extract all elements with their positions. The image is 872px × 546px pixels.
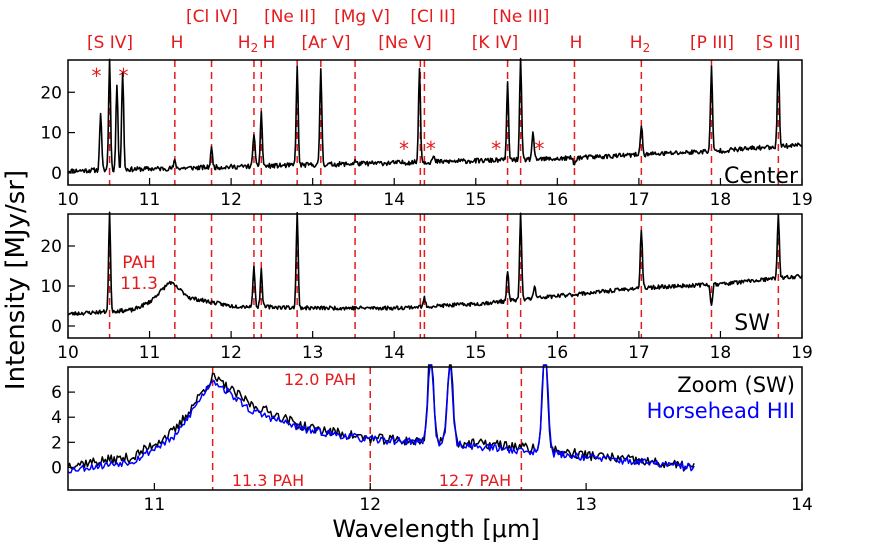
panel-center: [S IV] H [Cl IV] H2 [Ne II] H [Ar V] [Mg… xyxy=(40,7,812,210)
y-tick-label: 20 xyxy=(40,83,62,103)
x-tick-label: 19 xyxy=(791,343,813,363)
contamination-star: * xyxy=(534,137,544,161)
y-axis-label: Intensity [MJy/sr] xyxy=(1,170,31,390)
legend-zoom-sw: Zoom (SW) xyxy=(677,373,795,397)
pah-label-12-7: 12.7 PAH xyxy=(439,471,511,490)
line-label-h-3: H xyxy=(570,33,583,53)
contamination-star: * xyxy=(399,137,409,161)
pah-annotation-line2: 11.3 xyxy=(120,274,158,294)
line-label-s-iii: [S III] xyxy=(756,33,801,53)
ticks-zoom: 11 12 13 14 0 2 4 6 xyxy=(51,383,813,515)
y-tick-label: 2 xyxy=(51,433,62,453)
line-label-h-2: H xyxy=(263,33,276,53)
panel-label-sw: SW xyxy=(734,311,770,336)
x-tick-label: 19 xyxy=(791,190,813,210)
axes-frame-zoom xyxy=(67,366,803,491)
ticks-center: 10 11 12 13 14 15 16 17 18 19 0 10 20 xyxy=(40,83,812,210)
contamination-star: * xyxy=(426,137,436,161)
vlines-sw xyxy=(108,214,780,338)
x-tick-label: 15 xyxy=(465,190,487,210)
pah-label-11-3: 11.3 PAH xyxy=(232,471,304,490)
x-tick-label: 16 xyxy=(547,343,569,363)
x-tick-label: 10 xyxy=(57,343,79,363)
contamination-star: * xyxy=(92,64,102,88)
vlines-zoom xyxy=(211,367,523,490)
x-tick-label: 18 xyxy=(710,343,732,363)
contamination-star: * xyxy=(491,137,501,161)
x-tick-label: 14 xyxy=(791,495,813,515)
series-sw xyxy=(67,211,803,316)
y-tick-label: 4 xyxy=(51,408,62,428)
x-tick-label: 14 xyxy=(383,190,405,210)
ticks-sw: 10 11 12 13 14 15 16 17 18 19 0 10 20 xyxy=(40,237,812,363)
x-tick-label: 15 xyxy=(465,343,487,363)
series-center xyxy=(67,57,803,174)
line-label-h-1: H xyxy=(171,33,184,53)
y-tick-label: 0 xyxy=(51,458,62,478)
x-tick-label: 12 xyxy=(220,190,242,210)
pah-annotation-line1: PAH xyxy=(122,253,156,273)
line-label-ne-v: [Ne V] xyxy=(378,33,431,53)
line-label-cl-iv: [Cl IV] xyxy=(186,7,238,27)
panel-label-center: Center xyxy=(724,164,799,189)
line-label-ne-iii: [Ne III] xyxy=(493,7,550,27)
stars-center: * ** * * * xyxy=(92,64,545,161)
pah-label-12-0: 12.0 PAH xyxy=(284,370,356,389)
y-tick-label: 0 xyxy=(51,317,62,337)
legend-horsehead-hii: Horsehead HII xyxy=(647,399,795,423)
x-tick-label: 12 xyxy=(359,495,381,515)
x-tick-label: 11 xyxy=(139,343,161,363)
x-tick-label: 14 xyxy=(383,343,405,363)
x-tick-label: 11 xyxy=(139,190,161,210)
x-tick-label: 17 xyxy=(628,343,650,363)
line-label-cl-ii: [Cl II] xyxy=(410,7,455,27)
x-tick-label: 16 xyxy=(547,190,569,210)
axes-frame-center xyxy=(67,59,803,186)
line-label-p-iii: [P III] xyxy=(690,33,734,53)
series-horsehead-hii xyxy=(67,364,695,474)
x-tick-label: 12 xyxy=(220,343,242,363)
panel-sw: 10 11 12 13 14 15 16 17 18 19 0 10 20 PAH 11.3 SW xyxy=(40,211,813,363)
x-axis-label: Wavelength [μm] xyxy=(332,515,539,543)
y-tick-label: 0 xyxy=(51,164,62,184)
line-label-mg-v: [Mg V] xyxy=(334,7,390,27)
x-tick-label: 17 xyxy=(628,190,650,210)
x-tick-label: 18 xyxy=(710,190,732,210)
y-tick-label: 20 xyxy=(40,237,62,257)
line-label-s-iv: [S IV] xyxy=(87,33,133,53)
x-tick-label: 13 xyxy=(302,343,324,363)
x-tick-label: 13 xyxy=(575,495,597,515)
line-label-h2-2: H2 xyxy=(630,33,650,55)
line-labels: [S IV] H [Cl IV] H2 [Ne II] H [Ar V] [Mg… xyxy=(87,7,800,55)
x-tick-label: 13 xyxy=(302,190,324,210)
line-label-ne-ii: [Ne II] xyxy=(264,7,316,27)
y-tick-label: 6 xyxy=(51,383,62,403)
vlines-center xyxy=(108,60,780,185)
y-tick-label: 10 xyxy=(40,124,62,144)
y-tick-label: 10 xyxy=(40,277,62,297)
axes-frame-sw xyxy=(67,213,803,339)
line-label-k-iv: [K IV] xyxy=(472,33,518,53)
line-label-ar-v: [Ar V] xyxy=(302,33,351,53)
series-zoom-sw xyxy=(67,364,695,472)
x-tick-label: 11 xyxy=(144,495,166,515)
x-tick-label: 10 xyxy=(57,190,79,210)
line-label-h2-1: H2 xyxy=(238,33,258,55)
